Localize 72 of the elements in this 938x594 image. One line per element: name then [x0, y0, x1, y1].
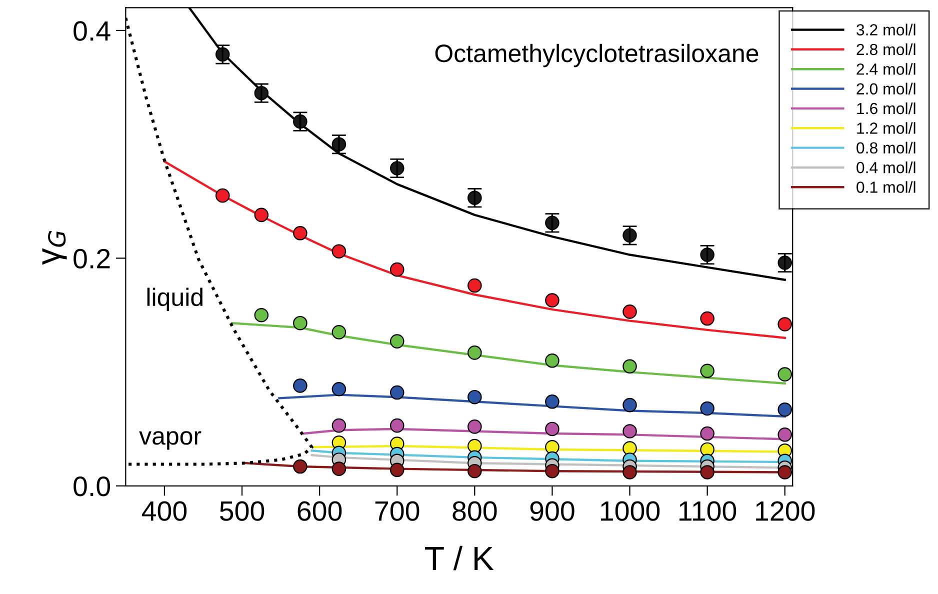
point	[545, 464, 560, 478]
annotation: vapor	[139, 431, 202, 450]
y-tick-label: 0.0	[74, 476, 110, 496]
point	[545, 354, 560, 368]
point	[545, 293, 560, 308]
point	[700, 364, 714, 378]
point	[778, 465, 792, 480]
legend-label: 2.8 mol/l	[856, 43, 916, 56]
point	[332, 418, 346, 433]
legend-label: 0.4 mol/l	[856, 162, 916, 174]
point	[700, 311, 714, 326]
y-tick-label: 0.2	[74, 248, 110, 269]
point	[390, 385, 404, 400]
legend-label: 1.2 mol/l	[857, 122, 916, 134]
point	[468, 420, 482, 434]
point	[293, 378, 308, 393]
point	[390, 418, 404, 433]
point	[215, 188, 230, 203]
legend-label: 2.0 mol/l	[856, 82, 916, 95]
point	[293, 459, 308, 474]
point	[622, 398, 637, 412]
point	[700, 465, 714, 480]
point	[700, 401, 714, 416]
legend-label: 3.2 mol/l	[856, 24, 916, 36]
x-tick-label: 400	[142, 501, 187, 521]
point	[545, 394, 560, 409]
point	[545, 422, 560, 436]
point	[778, 367, 792, 382]
legend-label: 0.8 mol/l	[856, 142, 916, 154]
point	[778, 402, 792, 417]
point	[622, 424, 637, 438]
point	[390, 462, 404, 478]
x-tick-label: 600	[298, 501, 342, 521]
x-tick-label: 1000	[600, 501, 660, 521]
point	[293, 316, 308, 330]
point	[622, 304, 637, 319]
x-tick-label: 1200	[756, 501, 815, 521]
point	[254, 308, 269, 322]
point	[545, 440, 560, 454]
point	[293, 226, 308, 240]
point	[468, 278, 482, 293]
point	[390, 262, 404, 277]
point	[468, 390, 482, 404]
point	[332, 382, 346, 396]
y-axis-title: γ$_{G}$	[42, 230, 67, 265]
point	[468, 438, 482, 454]
x-tick-label: 900	[530, 501, 574, 521]
x-tick-label: 700	[375, 501, 420, 521]
point	[700, 442, 714, 457]
point	[332, 244, 346, 259]
point	[622, 441, 637, 456]
x-tick-label: 800	[452, 501, 497, 521]
x-tick-label: 500	[220, 501, 264, 521]
legend-label: 0.1 mol/l	[856, 181, 916, 193]
point	[700, 426, 714, 441]
x-axis-title: T / K	[425, 546, 494, 570]
point	[622, 359, 637, 374]
annotation: liquid	[147, 288, 202, 312]
point	[332, 462, 346, 476]
point	[778, 428, 792, 442]
point	[332, 325, 346, 340]
point	[778, 317, 792, 332]
y-tick-label: 0.4	[74, 21, 110, 41]
point	[390, 334, 404, 348]
x-tick-label: 1100	[680, 501, 736, 521]
point	[622, 465, 637, 480]
point	[468, 464, 482, 478]
point	[468, 346, 482, 360]
point	[254, 208, 269, 222]
legend-label: 1.6 mol/l	[857, 102, 916, 114]
annotation: Octamethylcyclotetrasiloxane	[435, 44, 758, 68]
legend-label: 2.4 mol/l	[856, 63, 916, 75]
